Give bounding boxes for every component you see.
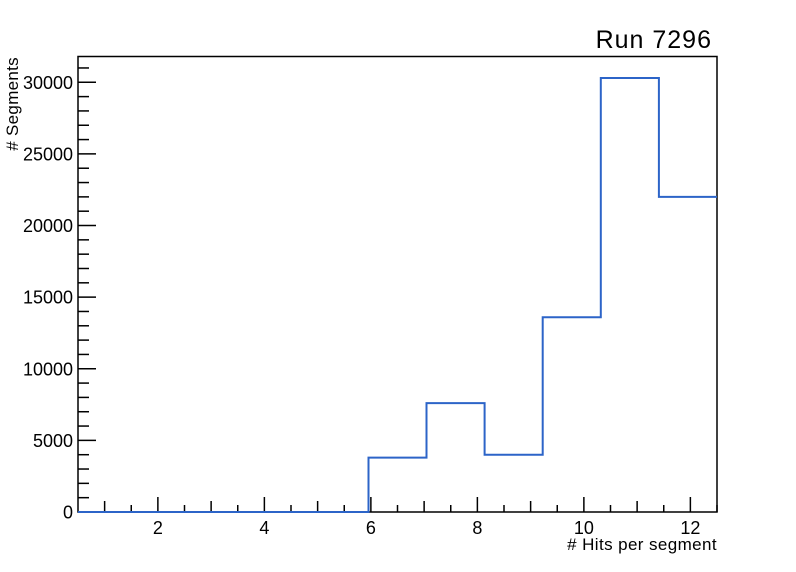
plot-frame: [77, 55, 718, 513]
x-tick-label: 8: [472, 518, 482, 538]
y-tick-label: 30000: [23, 73, 73, 93]
plot-title: Run 7296: [595, 26, 712, 54]
x-axis-title: # Hits per segment: [567, 535, 717, 554]
x-tick-label: 12: [680, 518, 700, 538]
y-tick-label: 25000: [23, 144, 73, 164]
x-tick-label: 4: [259, 518, 269, 538]
x-tick-label: 6: [366, 518, 376, 538]
x-tick-label: 2: [153, 518, 163, 538]
y-axis-title: # Segments: [3, 57, 22, 151]
y-tick-label: 5000: [33, 431, 73, 451]
y-tick-label: 0: [63, 503, 73, 523]
y-tick-label: 20000: [23, 216, 73, 236]
x-tick-label: 10: [574, 518, 594, 538]
y-tick-label: 15000: [23, 288, 73, 308]
y-tick-label: 10000: [23, 359, 73, 379]
histogram-line: [78, 77, 717, 513]
